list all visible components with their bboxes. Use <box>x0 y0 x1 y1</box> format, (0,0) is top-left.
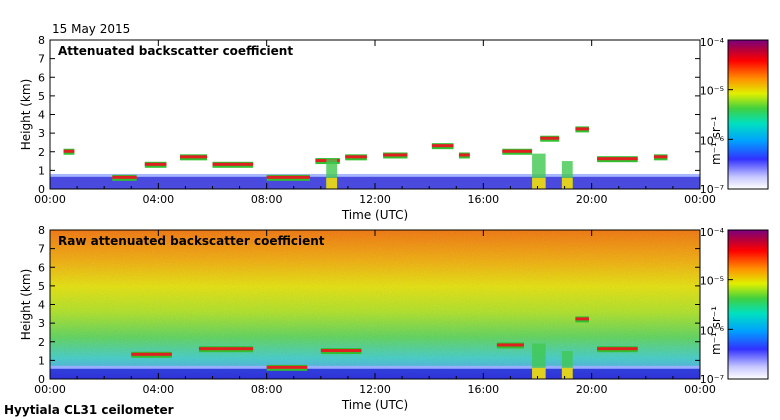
date-label: 15 May 2015 <box>52 22 130 36</box>
colorbar-tick-label: 10⁻⁴ <box>700 226 725 239</box>
cloud-layer <box>266 365 308 369</box>
colorbar-label: m⁻¹ sr⁻¹ <box>709 306 723 355</box>
cloud-layer <box>496 343 524 347</box>
x-tick-label: 00:00 <box>34 383 66 396</box>
x-tick-label: 16:00 <box>467 383 499 396</box>
cloud-layer <box>575 127 589 131</box>
precipitation-core <box>532 177 546 189</box>
cloud-layer <box>144 162 167 166</box>
panel-title: Raw attenuated backscatter coefficient <box>58 234 325 248</box>
y-axis-title: Height (km) <box>19 269 33 340</box>
x-tick-label: 12:00 <box>359 383 391 396</box>
x-tick-label: 04:00 <box>142 193 174 206</box>
x-tick-label: 12:00 <box>359 193 391 206</box>
cloud-layer <box>575 317 589 321</box>
cloud-layer <box>345 155 367 159</box>
colorbar-tick-label: 10⁻⁶ <box>700 324 725 337</box>
cloud-layer <box>63 149 75 153</box>
x-tick-label: 00:00 <box>684 193 716 206</box>
y-tick-label: 1 <box>38 164 45 177</box>
y-tick-label: 6 <box>38 71 45 84</box>
precipitation-core <box>561 367 573 379</box>
cloud-layer <box>597 157 638 161</box>
boundary-layer-edge <box>50 365 700 369</box>
precipitation-core <box>326 177 338 189</box>
cloud-layer <box>431 144 454 148</box>
y-tick-label: 8 <box>38 34 45 47</box>
cloud-layer <box>212 162 254 166</box>
x-tick-label: 08:00 <box>251 193 283 206</box>
x-tick-label: 00:00 <box>34 193 66 206</box>
precipitation-core <box>532 367 546 379</box>
y-tick-label: 3 <box>38 317 45 330</box>
colorbar <box>727 229 769 380</box>
cloud-layer <box>383 153 408 157</box>
panel-2: 0 1 2 3 4 5 6 7 8 00:00 04:00 08:00 12:00 16:00 20:00 0… <box>19 224 769 412</box>
cloud-layer <box>502 149 533 153</box>
cloud-layer <box>320 349 362 353</box>
colorbar-label: m⁻¹ sr⁻¹ <box>709 116 723 165</box>
boundary-layer-edge <box>50 173 700 177</box>
y-tick-label: 2 <box>38 146 45 159</box>
cloud-layer <box>653 155 668 159</box>
cloud-layer <box>112 175 137 179</box>
x-axis-title: Time (UTC) <box>341 398 408 412</box>
x-tick-label: 20:00 <box>576 193 608 206</box>
cloud-layer <box>180 155 208 159</box>
y-tick-label: 4 <box>38 299 45 312</box>
panel-title: Attenuated backscatter coefficient <box>58 44 293 58</box>
colorbar-tick-label: 10⁻⁷ <box>700 373 724 386</box>
cloud-layer <box>540 136 560 140</box>
y-tick-label: 7 <box>38 53 45 66</box>
x-tick-label: 20:00 <box>576 383 608 396</box>
precipitation-core <box>561 177 573 189</box>
y-tick-label: 1 <box>38 354 45 367</box>
y-tick-label: 4 <box>38 109 45 122</box>
cloud-layer <box>458 153 470 157</box>
colorbar-tick-label: 10⁻⁴ <box>700 36 725 49</box>
colorbar-tick-label: 10⁻⁵ <box>700 275 724 288</box>
x-tick-label: 08:00 <box>251 383 283 396</box>
x-tick-label: 16:00 <box>467 193 499 206</box>
precipitation <box>326 159 338 189</box>
site-label: Hyytiala CL31 ceilometer <box>4 403 174 417</box>
y-tick-label: 3 <box>38 127 45 140</box>
panel-1: 0 1 2 3 4 5 6 7 8 00:00 04:00 08:00 12:00 16:00 20:00 0… <box>19 34 769 222</box>
y-tick-label: 5 <box>38 90 45 103</box>
precipitation <box>561 161 573 189</box>
y-tick-label: 0 <box>38 183 45 196</box>
x-tick-label: 04:00 <box>142 383 174 396</box>
y-tick-label: 7 <box>38 243 45 256</box>
cloud-layer <box>597 347 638 351</box>
colorbar-tick-label: 10⁻⁷ <box>700 183 724 196</box>
y-tick-label: 0 <box>38 373 45 386</box>
colorbar <box>727 39 769 190</box>
cloud-layer <box>131 352 172 356</box>
cloud-layer <box>198 347 254 351</box>
y-tick-label: 5 <box>38 280 45 293</box>
y-tick-label: 8 <box>38 224 45 237</box>
cloud-layer <box>266 175 310 179</box>
y-tick-label: 2 <box>38 336 45 349</box>
y-axis-title: Height (km) <box>19 79 33 150</box>
colorbar-tick-label: 10⁻⁶ <box>700 134 725 147</box>
x-axis-title: Time (UTC) <box>341 208 408 222</box>
y-tick-label: 6 <box>38 261 45 274</box>
colorbar-tick-label: 10⁻⁵ <box>700 85 724 98</box>
x-tick-label: 00:00 <box>684 383 716 396</box>
precipitation <box>561 351 573 379</box>
